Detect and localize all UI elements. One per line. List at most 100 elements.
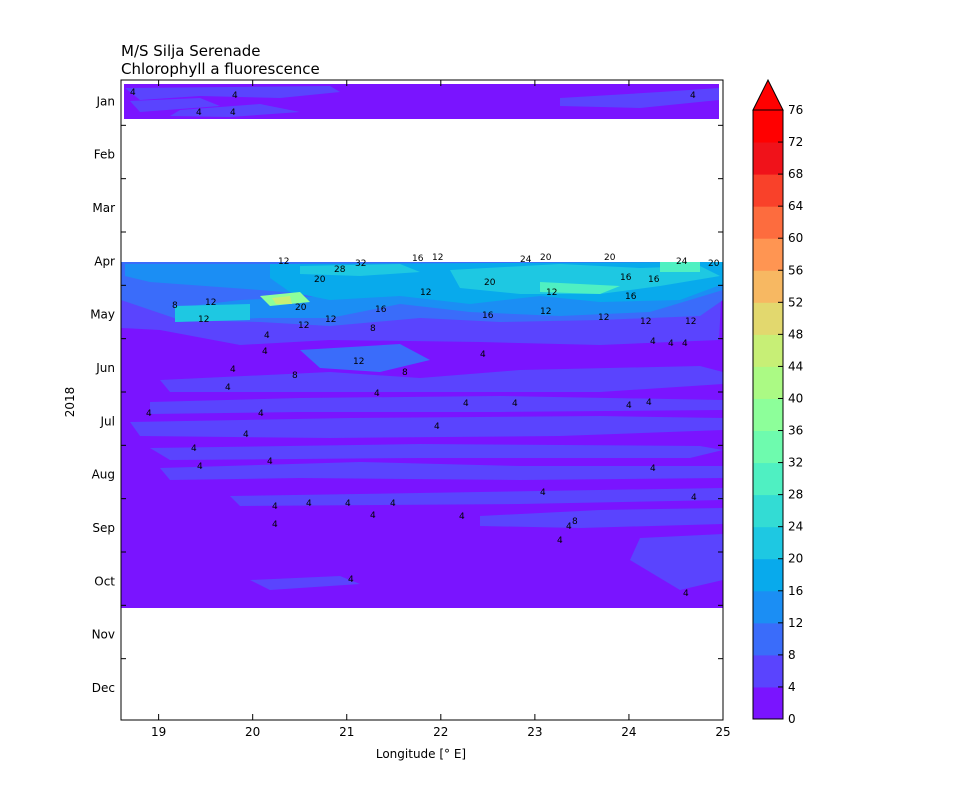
y-tick-label: Sep	[92, 521, 115, 535]
contour-label: 8	[292, 371, 298, 381]
colorbar-tick-label: 68	[788, 167, 803, 181]
colorbar-segment	[753, 590, 783, 624]
contour-label: 20	[604, 253, 616, 263]
colorbar-segment	[753, 654, 783, 688]
jan-patch	[130, 98, 220, 112]
contour-label: 20	[708, 259, 720, 269]
contour-label: 4	[267, 457, 273, 467]
colorbar-segment	[753, 206, 783, 239]
colorbar-tick-label: 52	[788, 295, 803, 309]
contour-label: 4	[370, 511, 376, 521]
streak-level-4	[230, 488, 723, 506]
colorbar-tick-label: 76	[788, 103, 803, 117]
streak-level-4	[150, 396, 723, 414]
y-tick-label: Oct	[94, 574, 115, 588]
contour-label: 4	[272, 502, 278, 512]
contour-label: 4	[146, 409, 152, 419]
contour-label: 4	[690, 91, 696, 101]
contour-label: 12	[540, 307, 551, 317]
colorbar-tick-label: 4	[788, 680, 796, 694]
contour-label: 16	[625, 292, 637, 302]
y-tick-label: Jun	[95, 361, 115, 375]
colorbar-segment	[753, 494, 783, 528]
contour-label: 28	[334, 265, 346, 275]
colorbar-segment	[753, 622, 783, 656]
contour-label: 4	[540, 488, 546, 498]
colorbar-tick-label: 56	[788, 263, 803, 277]
contour-label: 4	[682, 339, 688, 349]
bloom-level-20	[175, 304, 250, 322]
contour-label: 24	[676, 257, 688, 267]
contour-label: 12	[546, 288, 557, 298]
colorbar-tick-label: 72	[788, 135, 803, 149]
colorbar-tick-label: 0	[788, 712, 796, 726]
colorbar-segment	[753, 686, 783, 720]
x-tick-label: 21	[339, 725, 354, 739]
contour-label: 20	[314, 275, 326, 285]
contour-label: 4	[626, 401, 632, 411]
colorbar-segment	[753, 430, 783, 464]
bloom-level-20	[300, 264, 420, 276]
contour-label: 20	[295, 303, 307, 313]
contour-label: 4	[345, 499, 351, 509]
bloom-level-20	[450, 264, 720, 294]
contour-label: 4	[683, 589, 689, 599]
colorbar-extend-arrow	[752, 78, 784, 111]
x-axis: 19 20 21 22 23 24 25	[151, 80, 731, 739]
contour-label: 4	[650, 337, 656, 347]
x-tick-label: 22	[433, 725, 448, 739]
colorbar-segment	[753, 366, 783, 399]
x-tick-label: 20	[245, 725, 260, 739]
x-tick-label: 24	[621, 725, 636, 739]
x-tick-label: 25	[715, 725, 730, 739]
contour-labels: 4 4 4 4 4 12 32 16 12 24 20 20 24 20 28 …	[130, 88, 720, 599]
y-tick-label: Feb	[94, 148, 115, 162]
contour-label: 4	[557, 536, 563, 546]
contour-label: 4	[262, 347, 268, 357]
y-tick-label: Nov	[92, 628, 115, 642]
contour-label: 12	[420, 288, 431, 298]
contour-label: 8	[172, 301, 178, 311]
contour-label: 4	[646, 398, 652, 408]
colorbar-segment	[753, 302, 783, 335]
contour-label: 4	[306, 499, 312, 509]
january-band	[124, 84, 719, 119]
contour-label: 4	[258, 409, 264, 419]
colorbar-tick-label: 8	[788, 648, 796, 662]
contour-label: 4	[668, 339, 674, 349]
contour-label: 4	[480, 350, 486, 360]
y-tick-label: Jul	[100, 414, 115, 428]
x-axis-label: Longitude [° E]	[376, 747, 466, 761]
y-tick-label: Aug	[92, 468, 115, 482]
contour-label: 12	[685, 317, 696, 327]
contour-label: 4	[243, 430, 249, 440]
contour-label: 4	[463, 399, 469, 409]
contour-label: 4	[390, 499, 396, 509]
colorbar-segment	[753, 238, 783, 271]
colorbar-tick-label: 12	[788, 616, 803, 630]
colorbar-segment	[753, 142, 783, 175]
colorbar-segment	[753, 558, 783, 592]
contour-label: 12	[278, 257, 289, 267]
contour-label: 32	[355, 259, 366, 269]
contour-label: 12	[432, 253, 443, 263]
chart-title: M/S Silja Serenade	[121, 42, 261, 60]
contour-label: 20	[540, 253, 552, 263]
contour-label: 4	[191, 444, 197, 454]
contour-label: 4	[348, 575, 354, 585]
plot-frame	[120, 79, 724, 721]
colorbar-tick-label: 32	[788, 456, 803, 470]
contour-label: 4	[230, 365, 236, 375]
jan-patch	[560, 88, 719, 108]
contour-label: 12	[598, 313, 609, 323]
contour-label: 4	[650, 464, 656, 474]
contour-label: 4	[434, 422, 440, 432]
bloom-level-36	[272, 296, 292, 304]
chart-subtitle: Chlorophyll a fluorescence	[121, 60, 320, 78]
contour-label: 16	[482, 311, 494, 321]
contour-label: 4	[130, 88, 136, 98]
y-axis-label: 2018	[63, 387, 77, 418]
colorbar-segment	[753, 398, 783, 432]
colorbar-tick-label: 40	[788, 391, 803, 405]
